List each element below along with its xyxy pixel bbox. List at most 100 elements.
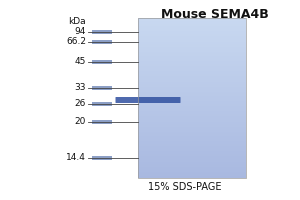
Bar bbox=[138, 138, 246, 140]
Bar bbox=[138, 162, 246, 164]
Bar bbox=[138, 80, 246, 82]
Bar bbox=[138, 149, 246, 151]
Bar bbox=[138, 144, 246, 146]
Bar bbox=[138, 100, 246, 101]
Bar bbox=[138, 61, 246, 63]
Text: 15% SDS-PAGE: 15% SDS-PAGE bbox=[148, 182, 222, 192]
Bar bbox=[138, 52, 246, 53]
Bar bbox=[138, 93, 246, 95]
Bar bbox=[138, 45, 246, 47]
Bar bbox=[138, 154, 246, 156]
Bar bbox=[138, 56, 246, 58]
Bar bbox=[138, 175, 246, 176]
Bar bbox=[138, 79, 246, 80]
Bar bbox=[138, 151, 246, 152]
Bar bbox=[138, 69, 246, 71]
Bar bbox=[138, 28, 246, 29]
Bar bbox=[138, 157, 246, 159]
Bar bbox=[138, 39, 246, 40]
Bar bbox=[138, 133, 246, 135]
Bar bbox=[138, 18, 246, 20]
Bar bbox=[138, 88, 246, 90]
Bar bbox=[138, 60, 246, 61]
Bar bbox=[138, 98, 246, 100]
Bar bbox=[92, 86, 112, 90]
Bar bbox=[138, 122, 246, 124]
Bar bbox=[138, 77, 246, 79]
Bar bbox=[138, 146, 246, 148]
Bar bbox=[138, 125, 246, 127]
Bar bbox=[138, 104, 246, 106]
Text: 14.4: 14.4 bbox=[66, 154, 86, 162]
Bar bbox=[138, 114, 246, 116]
Bar bbox=[138, 117, 246, 119]
Bar bbox=[138, 112, 246, 114]
Bar bbox=[138, 63, 246, 64]
Bar bbox=[138, 165, 246, 167]
Bar bbox=[138, 156, 246, 157]
Bar bbox=[138, 103, 246, 104]
Bar bbox=[92, 120, 112, 124]
Bar bbox=[92, 60, 112, 64]
Bar bbox=[138, 172, 246, 173]
Text: kDa: kDa bbox=[68, 18, 86, 26]
Text: Mouse SEMA4B: Mouse SEMA4B bbox=[161, 8, 269, 21]
Bar bbox=[138, 176, 246, 178]
Bar bbox=[138, 132, 246, 133]
Bar bbox=[138, 152, 246, 154]
Bar bbox=[138, 71, 246, 72]
Bar bbox=[138, 58, 246, 60]
Bar bbox=[138, 95, 246, 96]
Bar bbox=[138, 42, 246, 44]
Bar bbox=[138, 47, 246, 48]
Text: 66.2: 66.2 bbox=[66, 38, 86, 46]
Bar bbox=[138, 124, 246, 125]
Bar bbox=[138, 143, 246, 144]
Bar bbox=[138, 111, 246, 112]
Bar bbox=[138, 135, 246, 136]
Bar bbox=[138, 167, 246, 168]
Bar bbox=[138, 29, 246, 31]
Bar bbox=[138, 84, 246, 85]
Bar bbox=[138, 24, 246, 26]
Bar bbox=[138, 74, 246, 76]
Bar bbox=[138, 76, 246, 77]
Bar bbox=[138, 87, 246, 88]
Bar bbox=[138, 109, 246, 111]
Bar bbox=[138, 96, 246, 98]
Bar bbox=[138, 23, 246, 24]
Bar bbox=[138, 34, 246, 36]
Bar bbox=[138, 37, 246, 39]
Bar bbox=[138, 32, 246, 34]
Text: 26: 26 bbox=[75, 99, 86, 108]
Bar bbox=[138, 148, 246, 149]
Bar bbox=[138, 64, 246, 66]
Bar bbox=[138, 90, 246, 92]
Bar bbox=[138, 170, 246, 172]
Bar bbox=[138, 48, 246, 50]
Text: 45: 45 bbox=[75, 58, 86, 66]
Bar bbox=[138, 40, 246, 42]
Text: 20: 20 bbox=[75, 117, 86, 127]
Bar bbox=[138, 130, 246, 132]
Bar bbox=[138, 44, 246, 45]
Bar bbox=[138, 140, 246, 141]
Bar bbox=[138, 119, 246, 120]
Bar bbox=[138, 55, 246, 56]
Bar bbox=[138, 82, 246, 84]
Bar bbox=[138, 101, 246, 103]
Bar bbox=[138, 26, 246, 28]
Bar bbox=[138, 116, 246, 117]
Bar bbox=[138, 18, 246, 178]
Bar bbox=[138, 106, 246, 108]
Bar bbox=[92, 30, 112, 34]
Bar bbox=[138, 120, 246, 122]
Bar bbox=[138, 92, 246, 93]
Bar bbox=[138, 168, 246, 170]
Bar bbox=[138, 136, 246, 138]
Bar bbox=[138, 127, 246, 128]
Bar bbox=[92, 102, 112, 106]
Bar bbox=[138, 53, 246, 55]
Bar bbox=[138, 21, 246, 23]
Bar bbox=[138, 68, 246, 69]
